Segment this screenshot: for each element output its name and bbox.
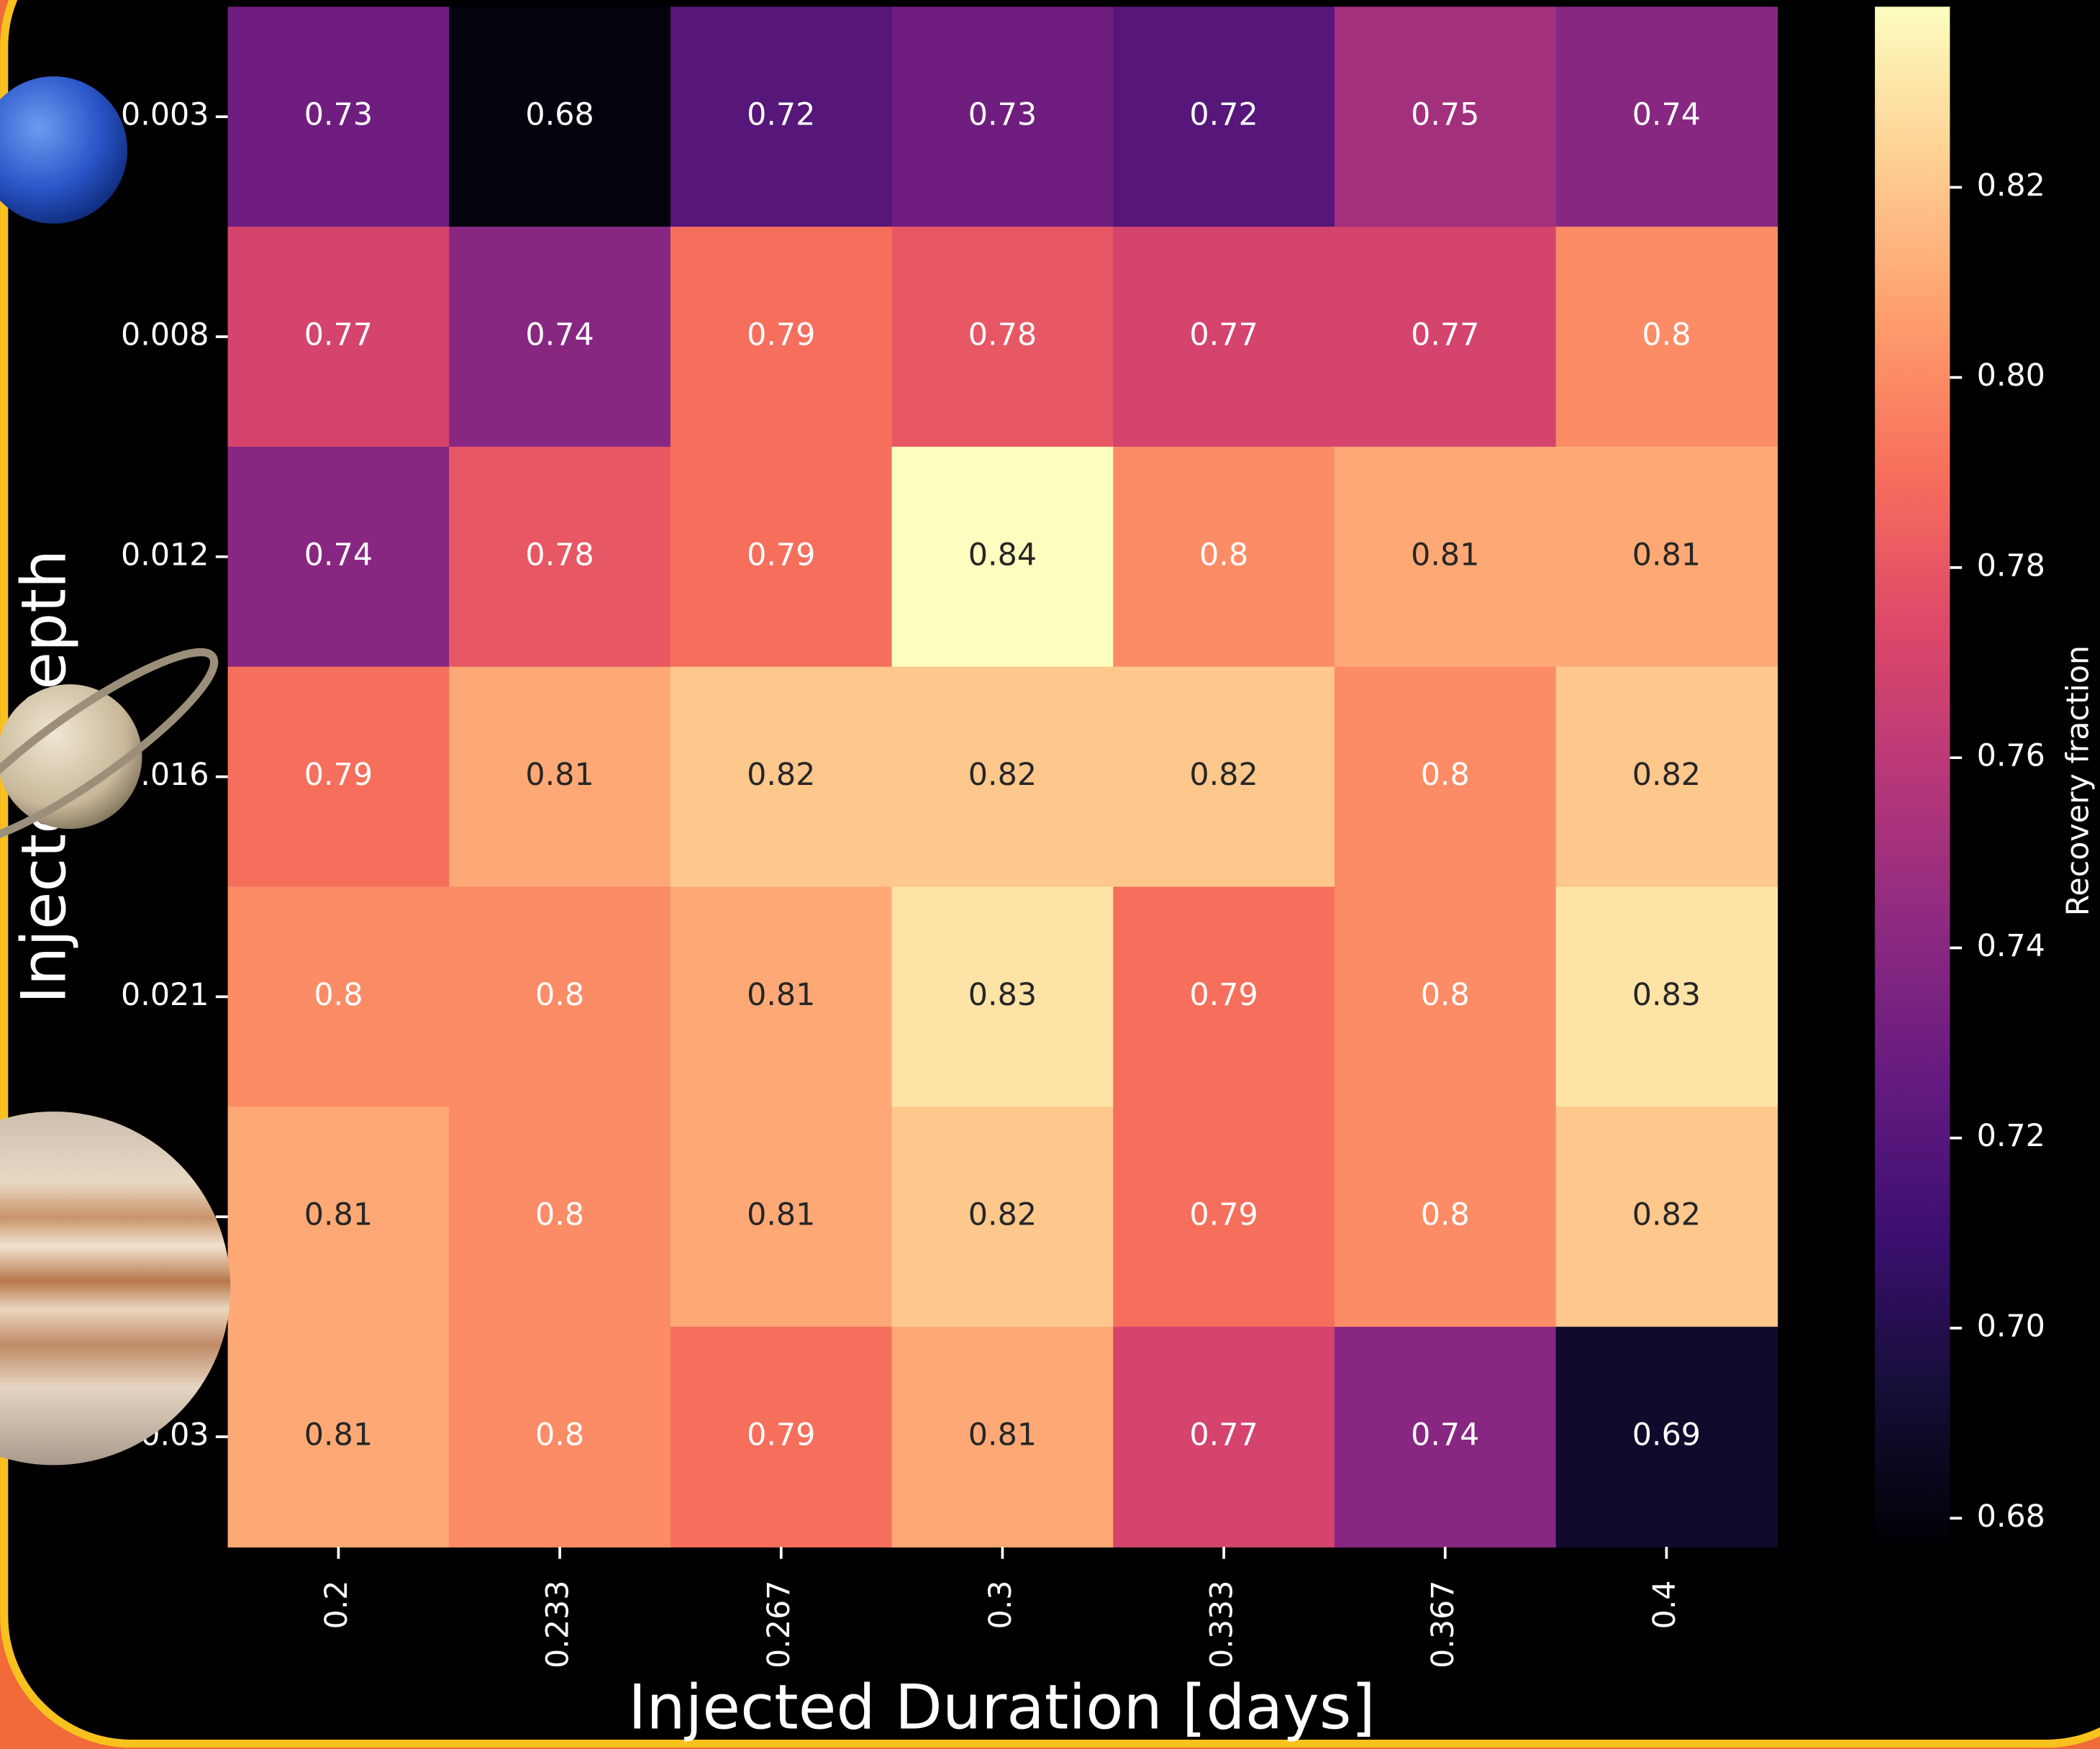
x-tick-label: 0.233 [540, 1580, 576, 1668]
colorbar-tick-label: 0.76 [1977, 738, 2045, 774]
cell-label: 0.79 [747, 1417, 815, 1453]
cell-label: 0.8 [535, 1197, 584, 1233]
cell-label: 0.8 [1199, 537, 1248, 573]
cell-label: 0.73 [968, 97, 1037, 133]
x-tick-label: 0.4 [1647, 1580, 1683, 1629]
cell-label: 0.77 [1411, 317, 1479, 353]
cell-label: 0.78 [968, 317, 1037, 353]
cell-label: 0.82 [968, 1197, 1037, 1233]
cell-label: 0.74 [1632, 97, 1701, 133]
cell-label: 0.81 [1632, 537, 1701, 573]
cell-label: 0.79 [747, 317, 815, 353]
cell-label: 0.82 [747, 757, 815, 793]
cell-label: 0.83 [968, 977, 1037, 1013]
page: {"chart_data":{"type":"heatmap","x_label… [0, 0, 2100, 1749]
cell-label: 0.72 [747, 97, 815, 133]
cell-label: 0.8 [1421, 1197, 1470, 1233]
cell-label: 0.75 [1411, 97, 1479, 133]
colorbar-tick-label: 0.78 [1977, 548, 2045, 583]
cell-label: 0.81 [747, 1197, 815, 1233]
x-axis-label: Injected Duration [days] [628, 1672, 1376, 1743]
cell-label: 0.79 [747, 537, 815, 573]
cell-label: 0.8 [1421, 757, 1470, 793]
y-tick-label: 0.012 [121, 537, 209, 573]
cell-label: 0.8 [535, 977, 584, 1013]
cell-label: 0.79 [1189, 1197, 1258, 1233]
cell-label: 0.8 [314, 977, 363, 1013]
cell-label: 0.78 [525, 537, 594, 573]
y-tick-label: 0.003 [121, 97, 209, 133]
cell-label: 0.84 [968, 537, 1037, 573]
cell-label: 0.83 [1632, 977, 1701, 1013]
cell-label: 0.81 [525, 757, 594, 793]
cell-label: 0.74 [525, 317, 594, 353]
cell-label: 0.82 [1632, 757, 1701, 793]
cell-label: 0.8 [1421, 977, 1470, 1013]
cell-label: 0.8 [535, 1417, 584, 1453]
plot: 0.73 0.68 0.72 0.73 0.72 0.75 0.74 0.77 0.74 0.79… [121, 6, 2045, 1668]
cell-label: 0.81 [304, 1417, 373, 1453]
cell-label: 0.82 [1632, 1197, 1701, 1233]
colorbar-tick-label: 0.80 [1977, 358, 2045, 394]
cell-label: 0.74 [1411, 1417, 1479, 1453]
x-tick-label: 0.267 [761, 1580, 797, 1668]
cell-label: 0.82 [1189, 757, 1258, 793]
cell-label: 0.79 [1189, 977, 1258, 1013]
cell-label: 0.81 [968, 1417, 1037, 1453]
cell-label: 0.81 [1411, 537, 1479, 573]
colorbar-label: Recovery fraction [2060, 645, 2096, 916]
cell-label: 0.74 [304, 537, 373, 573]
cell-label: 0.82 [968, 757, 1037, 793]
colorbar-tick-label: 0.72 [1977, 1118, 2045, 1154]
x-tick-label: 0.333 [1204, 1580, 1240, 1668]
colorbar-tick-label: 0.70 [1977, 1309, 2045, 1345]
y-tick-label: 0.008 [121, 317, 209, 353]
colorbar-tick-label: 0.82 [1977, 168, 2045, 204]
cell-label: 0.77 [1189, 317, 1258, 353]
cell-label: 0.77 [1189, 1417, 1258, 1453]
cell-label: 0.73 [304, 97, 373, 133]
x-tick-label: 0.3 [983, 1580, 1019, 1629]
chart: 0.73 0.68 0.72 0.73 0.72 0.75 0.74 0.77 0.74 0.79… [0, 0, 2100, 1749]
x-tick-label: 0.2 [319, 1580, 355, 1629]
cell-label: 0.81 [304, 1197, 373, 1233]
cell-label: 0.69 [1632, 1417, 1701, 1453]
colorbar-tick-label: 0.68 [1977, 1499, 2045, 1535]
y-tick-label: 0.021 [121, 977, 209, 1013]
cell-label: 0.72 [1189, 97, 1258, 133]
cell-label: 0.81 [747, 977, 815, 1013]
cell-label: 0.77 [304, 317, 373, 353]
colorbar [1875, 6, 1950, 1547]
cell-label: 0.68 [525, 97, 594, 133]
colorbar-tick-label: 0.74 [1977, 928, 2045, 964]
cell-label: 0.79 [304, 757, 373, 793]
saturn [0, 684, 142, 829]
cell-label: 0.8 [1642, 317, 1691, 353]
x-tick-label: 0.367 [1425, 1580, 1461, 1668]
